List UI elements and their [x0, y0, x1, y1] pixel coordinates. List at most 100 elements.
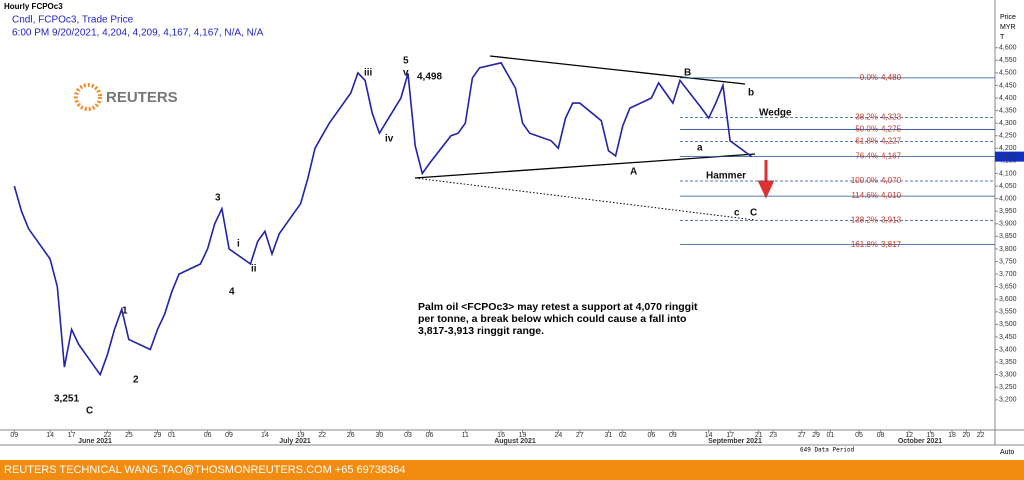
x-tick-label: 14	[705, 432, 713, 439]
month-label: July 2021	[279, 438, 311, 445]
logo-mark	[74, 83, 102, 111]
y-tick-label: 3,500	[999, 321, 1017, 328]
annotation: a	[697, 143, 703, 154]
x-tick-label: 08	[877, 432, 885, 439]
month-label: June 2021	[78, 438, 112, 445]
x-tick-label: 05	[855, 432, 863, 439]
y-tick-label: 3,300	[999, 372, 1017, 379]
x-tick-label: 31	[605, 432, 613, 439]
y-tick-label: 3,850	[999, 233, 1017, 240]
trendline	[414, 153, 756, 179]
footer-band	[0, 460, 1024, 480]
zoom[interactable]: Auto	[1000, 449, 1015, 456]
annotation: Wedge	[759, 108, 792, 119]
y-tick-label: 3,600	[999, 296, 1017, 303]
annotation: 4,498	[417, 72, 442, 83]
annotation: iv	[385, 134, 394, 145]
x-tick-label: 27	[798, 432, 806, 439]
x-tick-label: 16	[497, 432, 505, 439]
commentary: per tonne, a break below which could cau…	[418, 313, 686, 325]
logo-text: REUTERS	[106, 89, 178, 106]
x-tick-label: 01	[826, 432, 834, 439]
fib-pct: 114.6%	[851, 191, 878, 200]
y-tick-label: 3,950	[999, 208, 1017, 215]
header-line: 6:00 PM 9/20/2021, 4,204, 4,209, 4,167, …	[12, 28, 264, 39]
x-tick-label: 26	[347, 432, 355, 439]
x-tick-label: 17	[726, 432, 734, 439]
x-tick-label: 09	[225, 432, 233, 439]
trendline	[414, 177, 756, 221]
fib-pct: 138.2%	[851, 216, 878, 225]
y-tick-label: 4,350	[999, 107, 1017, 114]
x-tick-label: 21	[755, 432, 763, 439]
y-tick-label: 3,400	[999, 346, 1017, 353]
annotation: 1	[122, 306, 128, 317]
axis-title: T	[1000, 34, 1005, 41]
x-tick-label: 24	[554, 432, 562, 439]
y-tick-label: 3,200	[999, 397, 1017, 404]
x-tick-label: 22	[103, 432, 111, 439]
y-tick-label: 3,800	[999, 246, 1017, 253]
last-price-label: 4,167	[999, 153, 1017, 160]
y-tick-label: 3,250	[999, 384, 1017, 391]
fib-value: 4,167	[881, 152, 902, 161]
fib-value: 3,817	[881, 240, 902, 249]
x-tick-label: 09	[10, 432, 18, 439]
month-label: October 2021	[898, 438, 942, 445]
fib-value: 4,275	[881, 125, 902, 134]
y-tick-label: 4,250	[999, 133, 1017, 140]
y-tick-label: 3,350	[999, 359, 1017, 366]
annotation: c	[734, 208, 740, 219]
logo: REUTERS	[74, 83, 178, 111]
x-tick-label: 06	[426, 432, 434, 439]
last-price-box	[995, 151, 1024, 162]
y-tick-label: 4,600	[999, 45, 1017, 52]
annotation: Hammer	[706, 171, 746, 182]
footer: REUTERS TECHNICAL WANG.TAO@THOSMONREUTER…	[4, 464, 405, 476]
price-line	[13, 61, 753, 377]
commentary: Palm oil <FCPOc3> may retest a support a…	[418, 301, 698, 313]
fib-value: 4,323	[881, 112, 902, 121]
x-tick-label: 19	[297, 432, 305, 439]
y-tick-label: 4,200	[999, 145, 1017, 152]
x-tick-label: 22	[977, 432, 985, 439]
annotation: v	[403, 68, 409, 79]
x-tick-label: 14	[261, 432, 269, 439]
y-tick-label: 3,550	[999, 309, 1017, 316]
annotation: iii	[364, 68, 373, 79]
y-tick-label: 4,100	[999, 170, 1017, 177]
y-tick-label: 3,650	[999, 283, 1017, 290]
annotation: 5	[403, 56, 409, 67]
annotation: i	[237, 239, 240, 250]
fib-pct: 161.8%	[851, 240, 878, 249]
fib-value: 4,480	[881, 73, 902, 82]
annotation: ii	[251, 264, 257, 275]
axis-title: MYR	[1000, 24, 1016, 31]
x-tick-label: 27	[576, 432, 584, 439]
month-label: September 2021	[708, 438, 762, 445]
fib-value: 4,070	[881, 176, 902, 185]
month-label: August 2021	[494, 438, 536, 445]
fib-value: 3,913	[881, 216, 902, 225]
annotation: 4	[229, 287, 235, 298]
x-tick-label: 29	[812, 432, 820, 439]
fib-value: 4,227	[881, 137, 902, 146]
x-tick-label: 25	[125, 432, 133, 439]
x-tick-label: 01	[168, 432, 176, 439]
header-title: Hourly FCPOc3	[4, 2, 63, 11]
y-tick-label: 4,450	[999, 82, 1017, 89]
annotation: 3	[215, 193, 221, 204]
fib-pct: 38.2%	[855, 112, 878, 121]
y-tick-label: 3,750	[999, 258, 1017, 265]
y-tick-label: 4,400	[999, 95, 1017, 102]
commentary: 3,817-3,913 ringgit range.	[418, 325, 544, 337]
x-tick-label: 30	[375, 432, 383, 439]
x-tick-label: 11	[462, 432, 469, 439]
header-line: Cndl, FCPOc3, Trade Price	[12, 15, 134, 26]
annotation: C	[86, 406, 93, 417]
trendline	[489, 55, 746, 85]
y-tick-label: 3,700	[999, 271, 1017, 278]
x-tick-label: 06	[204, 432, 212, 439]
fib-pct: 100.0%	[851, 176, 878, 185]
